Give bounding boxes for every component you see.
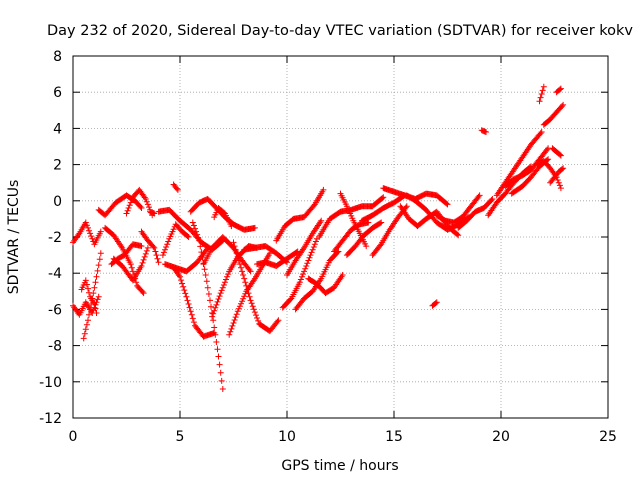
data-point-marks [455, 196, 496, 231]
data-point-marks [540, 101, 567, 128]
data-series-arc-39 [433, 192, 483, 226]
data-series-arc-32 [337, 190, 370, 250]
data-point-marks [200, 234, 254, 275]
data-point-marks [211, 205, 235, 230]
data-series-arc-30 [331, 219, 372, 255]
data-point-marks [102, 224, 147, 297]
data-point-marks [170, 264, 218, 340]
y-tick-label: 6 [53, 85, 62, 101]
data-point-marks [433, 192, 483, 226]
x-tick-label: 15 [385, 429, 403, 445]
data-point-marks [493, 129, 545, 199]
data-point-marks [547, 165, 567, 186]
data-series-arc-01 [70, 219, 104, 248]
x-tick-label: 20 [492, 429, 510, 445]
data-point-marks [305, 272, 346, 297]
data-point-marks [170, 181, 181, 193]
data-point-marks [95, 192, 145, 219]
data-point-marks [502, 145, 552, 190]
y-tick-label: -10 [39, 375, 62, 391]
data-series-arc-04 [80, 250, 104, 342]
data-point-marks [159, 221, 192, 259]
y-tick-label: 4 [53, 121, 62, 137]
data-series [70, 83, 567, 392]
data-point-marks [108, 241, 145, 268]
data-series-arc-50 [553, 85, 564, 96]
data-series-arc-12 [159, 221, 192, 259]
data-series-arc-10 [138, 228, 162, 266]
y-tick-label: -12 [39, 411, 62, 427]
data-point-marks [549, 145, 564, 159]
data-series-arc-43 [493, 129, 545, 199]
data-series-arc-53 [170, 181, 181, 193]
data-point-marks [70, 219, 104, 248]
data-point-marks [284, 217, 325, 278]
data-series-arc-06 [102, 224, 147, 297]
data-point-marks [80, 250, 104, 342]
data-series-arc-44 [502, 145, 552, 190]
data-point-marks [331, 219, 372, 255]
x-tick-label: 0 [69, 429, 78, 445]
y-axis-label: SDTVAR / TECUs [6, 180, 22, 295]
data-point-marks [292, 248, 342, 313]
y-tick-label: -4 [48, 266, 62, 282]
data-series-arc-33 [358, 192, 408, 224]
data-point-marks [337, 190, 370, 250]
data-series-arc-17 [200, 234, 254, 275]
x-tick-label: 5 [176, 429, 185, 445]
y-tick-label: -2 [48, 230, 62, 246]
data-point-marks [279, 235, 320, 311]
data-series-arc-27 [292, 248, 342, 313]
data-series-arc-38 [429, 299, 440, 309]
data-point-marks [189, 219, 226, 392]
y-tick-label: -6 [48, 302, 62, 318]
data-point-marks [147, 208, 158, 217]
data-series-arc-52 [147, 208, 158, 217]
data-series-arc-23 [254, 248, 301, 269]
data-series-arc-25 [279, 235, 320, 311]
y-tick-label: 2 [53, 158, 62, 174]
y-tick-label: 0 [53, 194, 62, 210]
data-series-arc-41 [478, 127, 489, 135]
data-series-arc-08 [110, 244, 151, 284]
data-point-marks [553, 85, 564, 96]
gridlines [73, 56, 608, 418]
data-series-arc-49 [549, 145, 564, 159]
data-series-arc-40 [455, 196, 496, 231]
data-point-marks [138, 228, 162, 266]
y-tick-label: 8 [53, 49, 62, 65]
y-tick-label: -8 [48, 339, 62, 355]
data-point-marks [478, 127, 489, 135]
axis-ticks: 0 5 10 15 20 25 -12 -10 -8 -6 -4 -2 0 2 4 6 8 [39, 49, 617, 445]
data-series-arc-26 [284, 217, 325, 278]
data-point-marks [254, 248, 301, 269]
data-series-arc-21 [230, 239, 282, 335]
data-series-arc-46 [536, 83, 547, 105]
data-series-arc-05 [95, 192, 145, 219]
data-point-marks [429, 299, 440, 309]
data-point-marks [230, 239, 282, 335]
data-series-arc-19 [211, 205, 235, 230]
x-tick-label: 25 [599, 429, 617, 445]
data-series-arc-48 [540, 101, 567, 128]
data-series-arc-28 [305, 272, 346, 297]
data-point-marks [110, 244, 151, 284]
data-point-marks [358, 192, 408, 224]
data-series-arc-16 [189, 219, 226, 392]
chart-title: Day 232 of 2020, Sidereal Day-to-day VTE… [47, 23, 633, 39]
data-point-marks [273, 186, 327, 244]
x-tick-label: 10 [278, 429, 296, 445]
data-series-arc-51 [547, 165, 567, 186]
x-axis-label: GPS time / hours [281, 458, 398, 474]
data-series-arc-14 [170, 264, 218, 340]
data-series-arc-24 [273, 186, 327, 244]
data-series-arc-07 [108, 241, 145, 268]
data-point-marks [536, 83, 547, 105]
